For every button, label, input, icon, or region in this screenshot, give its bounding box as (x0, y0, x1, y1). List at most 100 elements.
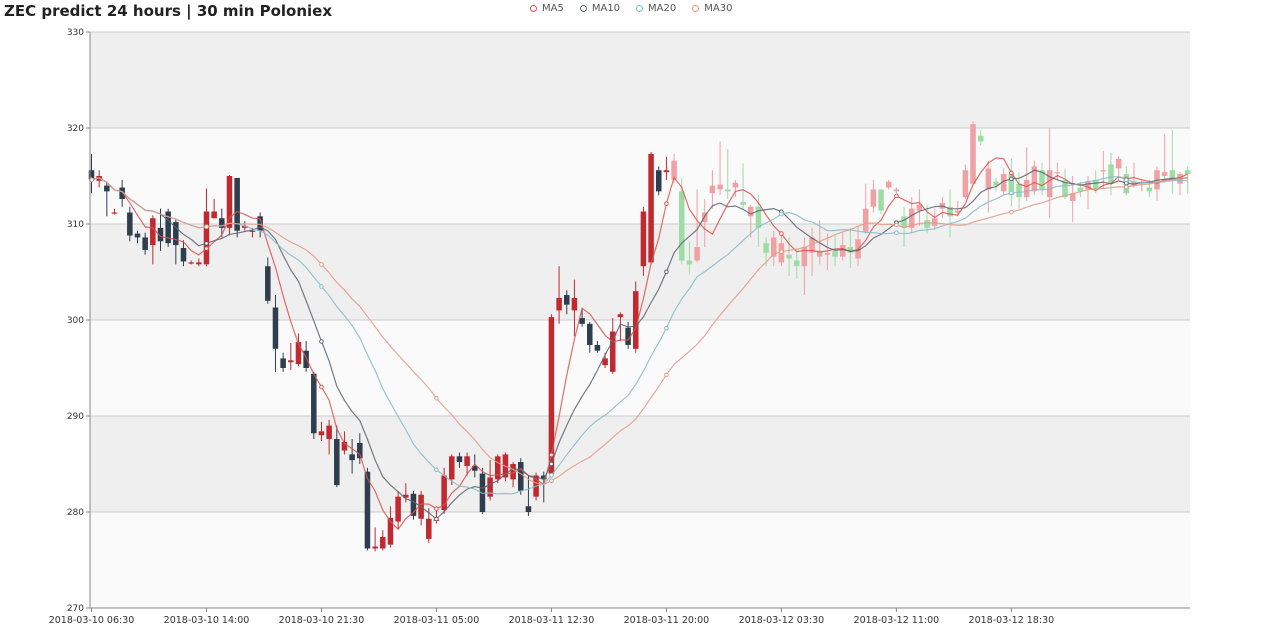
candle-body (196, 262, 202, 265)
candle-body (464, 456, 470, 466)
candle-body (755, 206, 762, 228)
ma10-marker (204, 240, 209, 246)
x-tick-label: 2018-03-11 20:00 (624, 615, 710, 626)
candle-body (793, 260, 800, 267)
candle-body (334, 439, 340, 486)
candle-body (449, 456, 455, 480)
candle-body (724, 189, 731, 192)
ma20-line (91, 175, 1188, 495)
candle-body (364, 471, 371, 549)
candle-body (410, 493, 417, 516)
x-tick-label: 2018-03-10 14:00 (164, 615, 250, 626)
ma5-marker (434, 506, 439, 512)
candle-body (548, 317, 555, 474)
ma5-marker (1009, 170, 1014, 176)
ma30-marker (779, 249, 784, 254)
candle-body (602, 358, 608, 366)
candle-body (924, 220, 930, 228)
candle-body (395, 496, 401, 522)
candle-body (157, 227, 164, 242)
candle-body (1008, 174, 1015, 196)
candle-body (1016, 183, 1022, 198)
candle-body (1100, 170, 1107, 172)
plot-band (90, 224, 1190, 320)
candle-body (947, 206, 953, 217)
candle-body (579, 318, 585, 324)
ma20-marker (894, 230, 899, 236)
ma30-marker (204, 224, 209, 229)
candle-body (372, 546, 378, 549)
plot-band (90, 416, 1190, 512)
candle-body (801, 247, 808, 267)
candle-body (977, 135, 984, 142)
candle-body (1108, 164, 1114, 184)
candle-body (249, 230, 256, 232)
candle-body (717, 184, 723, 190)
candle-body (1085, 181, 1091, 190)
legend-item-ma20[interactable]: MA20 (636, 3, 676, 14)
candle-body (326, 425, 332, 440)
moving-average-lines (89, 157, 1188, 531)
candle-body (648, 153, 654, 263)
candle-body (609, 331, 616, 372)
ma20-marker (779, 211, 784, 217)
x-tick-label: 2018-03-11 05:00 (394, 615, 480, 626)
ma10-marker (1009, 176, 1014, 182)
candle-body (403, 494, 409, 498)
candle-body (318, 431, 325, 436)
candle-body (211, 211, 217, 219)
candle-body (747, 206, 754, 217)
ma5-marker (779, 231, 784, 236)
candle-body (510, 464, 516, 480)
candle-body (349, 454, 355, 461)
candle-body (763, 243, 769, 253)
candle-body (962, 170, 969, 198)
candle-body (632, 291, 639, 349)
x-tick-label: 2018-03-10 21:30 (279, 615, 365, 626)
legend-item-ma10[interactable]: MA10 (579, 3, 621, 14)
ma20-marker (664, 325, 669, 331)
ma10-marker (664, 269, 669, 275)
y-tick-label: 300 (67, 316, 84, 326)
candle-body (203, 211, 210, 265)
candle-body (242, 225, 248, 228)
legend-label: MA5 (542, 3, 564, 14)
candle-body (341, 441, 348, 451)
candle-body (970, 124, 976, 184)
chart-legend: MA5 MA10 MA20 MA30 (530, 3, 732, 14)
ma30-marker (549, 478, 554, 484)
legend-label: MA10 (591, 3, 621, 14)
candle-body (119, 187, 125, 200)
x-tick-label: 2018-03-10 06:30 (49, 615, 135, 626)
candle-body (134, 233, 141, 238)
candle-body (1046, 170, 1053, 198)
y-tick-label: 280 (67, 508, 84, 518)
candle-body (525, 506, 532, 512)
candle-body (993, 181, 999, 186)
candle-body (104, 185, 110, 192)
ma30-marker (664, 372, 669, 378)
ma30-line (91, 176, 1188, 486)
candle-body (265, 266, 271, 301)
candle-body (142, 237, 148, 250)
y-tick-label: 310 (67, 220, 84, 230)
ma10-marker (549, 461, 554, 467)
candle-body (832, 250, 838, 257)
candle-body (586, 323, 593, 345)
ma20-marker (1124, 177, 1129, 183)
ma20-marker (319, 284, 324, 289)
legend-item-ma5[interactable]: MA5 (530, 3, 564, 14)
plot-band (90, 320, 1190, 416)
candle-body (931, 218, 938, 226)
legend-item-ma30[interactable]: MA30 (692, 3, 732, 14)
ma30-marker (434, 395, 439, 401)
candle-body (1054, 172, 1061, 174)
plot-band (90, 512, 1190, 608)
candle-body (908, 208, 915, 228)
legend-label: MA30 (704, 3, 733, 14)
candle-body (617, 314, 624, 318)
legend-marker (636, 5, 644, 12)
candle-body (150, 218, 156, 246)
y-tick-label: 290 (67, 412, 84, 422)
